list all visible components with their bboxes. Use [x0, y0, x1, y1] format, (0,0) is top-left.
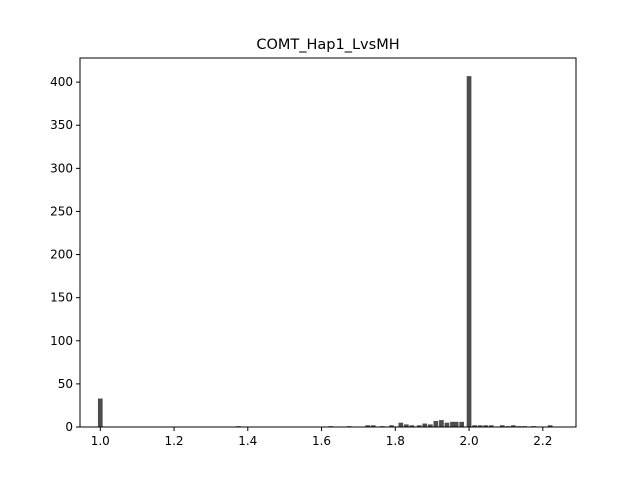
histogram-bar: [433, 420, 439, 427]
histogram-bar: [97, 398, 103, 427]
x-tick-label: 1.2: [164, 434, 183, 448]
histogram-bar: [459, 421, 465, 427]
histogram-bar: [499, 425, 505, 427]
histogram-bar: [365, 425, 370, 427]
histogram-bar: [404, 424, 409, 427]
histogram-bar: [439, 420, 444, 427]
x-tick-label: 1.4: [238, 434, 257, 448]
histogram-bar: [466, 76, 472, 428]
x-tick-label: 2.2: [533, 434, 552, 448]
histogram-bar: [547, 425, 553, 427]
histogram-bar: [488, 425, 494, 427]
plot-frame: [79, 57, 577, 428]
y-tick-label: 150: [50, 291, 73, 305]
histogram-bar: [416, 425, 422, 427]
histogram-bar: [510, 425, 516, 427]
x-tick-label: 2.0: [460, 434, 479, 448]
y-tick-label: 350: [50, 118, 73, 132]
histogram-bar: [450, 421, 455, 427]
histogram-bar: [398, 422, 404, 427]
histogram-bar: [483, 425, 488, 427]
histogram-bar: [453, 421, 459, 427]
chart-title: COMT_Hap1_LvsMH: [256, 37, 399, 53]
histogram-bar: [444, 422, 450, 427]
y-tick-label: 0: [65, 420, 73, 434]
histogram-bar: [477, 425, 483, 427]
y-tick-label: 400: [50, 75, 73, 89]
y-tick-label: 300: [50, 161, 73, 175]
y-tick-label: 100: [50, 334, 73, 348]
histogram-bar: [409, 425, 415, 427]
y-axis: 0 50 100 150 200 250 300 350 400: [50, 75, 80, 434]
x-tick-label: 1.8: [386, 434, 405, 448]
x-tick-label: 1.0: [91, 434, 110, 448]
histogram-bar: [370, 425, 376, 427]
histogram-bar: [472, 425, 477, 427]
x-tick-label: 1.6: [312, 434, 331, 448]
histogram-bar: [422, 423, 428, 427]
histogram-bar: [427, 424, 433, 427]
x-axis: 1.0 1.2 1.4 1.6 1.8 2.0 2.2: [91, 427, 552, 448]
y-tick-label: 250: [50, 204, 73, 218]
y-tick-label: 200: [50, 248, 73, 262]
y-tick-label: 50: [58, 377, 73, 391]
histogram-bar: [389, 425, 394, 427]
